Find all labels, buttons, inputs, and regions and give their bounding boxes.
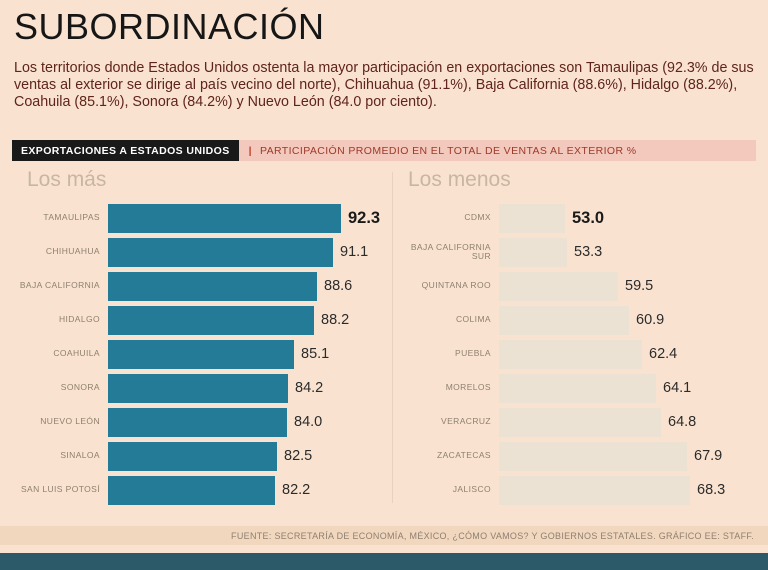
value-label: 88.2 <box>321 312 350 328</box>
kicker-secondary-label: PARTICIPACIÓN PROMEDIO EN EL TOTAL DE VE… <box>259 144 637 157</box>
value-label: 67.9 <box>694 448 723 464</box>
intro-paragraph: Los territorios donde Estados Unidos ost… <box>14 60 754 110</box>
category-label: SAN LUIS POTOSÍ <box>20 484 100 495</box>
bar <box>108 203 341 233</box>
value-label: 91.1 <box>340 244 369 260</box>
bar <box>499 271 618 301</box>
category-label: COLIMA <box>456 314 491 325</box>
kicker-bar: EXPORTACIONES A ESTADOS UNIDOS | PARTICI… <box>12 140 756 161</box>
bar <box>108 305 314 335</box>
bar-row: BAJA CALIFORNIA SUR 53.3 <box>393 235 756 269</box>
category-label: TAMAULIPAS <box>43 212 100 223</box>
bar-row: BAJA CALIFORNIA 88.6 <box>12 269 392 303</box>
value-label: 53.3 <box>574 244 603 260</box>
bar <box>499 441 687 471</box>
category-label: NUEVO LEÓN <box>40 416 100 427</box>
value-label: 82.2 <box>282 482 311 498</box>
bar-rows-los-mas: TAMAULIPAS 92.3 CHIHUAHUA 91.1 BAJA CALIFORN… <box>12 201 392 507</box>
bar <box>499 203 565 233</box>
bar <box>108 441 277 471</box>
value-label: 64.1 <box>663 380 692 396</box>
bar <box>499 339 642 369</box>
bottom-accent-bar <box>0 553 768 570</box>
bar <box>108 475 275 505</box>
chart-los-mas: Los más TAMAULIPAS 92.3 CHIHUAHUA 91.1 BAJA … <box>12 168 392 507</box>
kicker-separator: | <box>248 144 252 157</box>
category-label: JALISCO <box>452 484 491 495</box>
bar-row: SONORA 84.2 <box>12 371 392 405</box>
source-line: FUENTE: SECRETARÍA DE ECONOMÍA, MÉXICO, … <box>0 526 768 545</box>
bar <box>499 237 567 267</box>
bar <box>108 271 317 301</box>
bar <box>108 373 288 403</box>
bar-rows-los-menos: CDMX 53.0 BAJA CALIFORNIA SUR 53.3 QUINTANA … <box>393 201 756 507</box>
bar-row: COAHUILA 85.1 <box>12 337 392 371</box>
category-label: HIDALGO <box>58 314 100 325</box>
value-label: 84.0 <box>294 414 323 430</box>
value-label: 88.6 <box>324 278 353 294</box>
chart-title-los-mas: Los más <box>27 168 107 191</box>
bar-row: CHIHUAHUA 91.1 <box>12 235 392 269</box>
value-label: 92.3 <box>348 208 381 227</box>
value-label: 62.4 <box>649 346 678 362</box>
bar <box>108 407 287 437</box>
bar-row: NUEVO LEÓN 84.0 <box>12 405 392 439</box>
category-label: CHIHUAHUA <box>45 246 100 257</box>
category-label: CDMX <box>464 212 491 223</box>
chart-title-los-menos: Los menos <box>408 168 511 191</box>
category-label: SINALOA <box>60 450 100 461</box>
bar-row: COLIMA 60.9 <box>393 303 756 337</box>
bar-row: TAMAULIPAS 92.3 <box>12 201 392 235</box>
bar-row: ZACATECAS 67.9 <box>393 439 756 473</box>
bar <box>108 339 294 369</box>
value-label: 85.1 <box>301 346 330 362</box>
value-label: 53.0 <box>572 208 605 227</box>
category-label: BAJA CALIFORNIA SUR <box>410 241 491 261</box>
kicker-primary-label: EXPORTACIONES A ESTADOS UNIDOS <box>12 140 239 161</box>
bar-row: PUEBLA 62.4 <box>393 337 756 371</box>
bar-row: CDMX 53.0 <box>393 201 756 235</box>
category-label: PUEBLA <box>455 348 491 359</box>
value-label: 60.9 <box>636 312 665 328</box>
category-label: ZACATECAS <box>437 450 491 461</box>
category-label: SONORA <box>60 382 100 393</box>
value-label: 59.5 <box>625 278 654 294</box>
page-title: SUBORDINACIÓN <box>14 6 325 47</box>
bar-row: QUINTANA ROO 59.5 <box>393 269 756 303</box>
bar-row: SINALOA 82.5 <box>12 439 392 473</box>
bar <box>499 407 661 437</box>
bar-row: SAN LUIS POTOSÍ 82.2 <box>12 473 392 507</box>
category-label: QUINTANA ROO <box>421 280 491 291</box>
value-label: 64.8 <box>668 414 697 430</box>
bar-row: HIDALGO 88.2 <box>12 303 392 337</box>
category-label: BAJA CALIFORNIA <box>19 280 100 291</box>
category-label: VERACRUZ <box>441 416 491 427</box>
bar <box>499 373 656 403</box>
kicker-secondary-strip: | PARTICIPACIÓN PROMEDIO EN EL TOTAL DE … <box>238 140 756 161</box>
value-label: 68.3 <box>697 482 726 498</box>
bar <box>499 305 629 335</box>
charts-area: Los más TAMAULIPAS 92.3 CHIHUAHUA 91.1 BAJA … <box>12 168 756 507</box>
bar-row: JALISCO 68.3 <box>393 473 756 507</box>
chart-los-menos: Los menos CDMX 53.0 BAJA CALIFORNIA SUR 53.… <box>393 168 756 507</box>
value-label: 82.5 <box>284 448 313 464</box>
category-label: MORELOS <box>445 382 491 393</box>
bar <box>108 237 333 267</box>
bar-row: MORELOS 64.1 <box>393 371 756 405</box>
value-label: 84.2 <box>295 380 324 396</box>
category-label: COAHUILA <box>53 348 100 359</box>
bar <box>499 475 690 505</box>
bar-row: VERACRUZ 64.8 <box>393 405 756 439</box>
vertical-divider <box>392 172 393 503</box>
